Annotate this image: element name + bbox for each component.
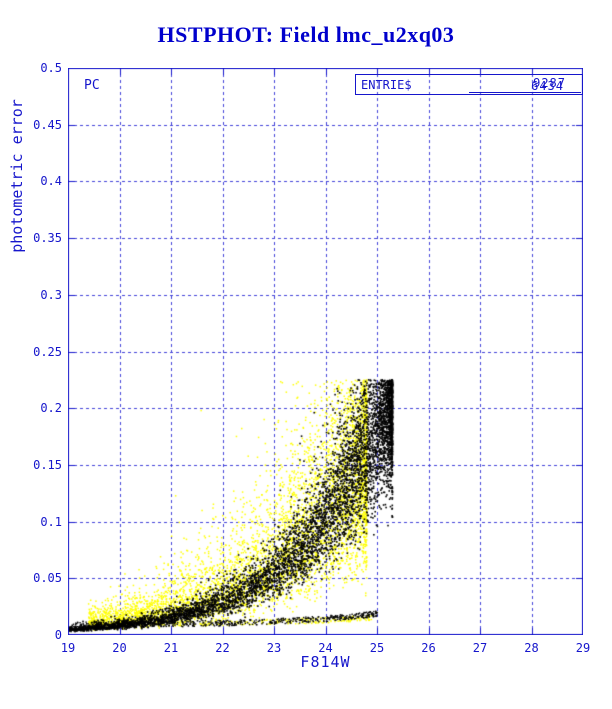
x-tick-label: 23 xyxy=(266,641,282,655)
page-title: HSTPHOT: Field lmc_u2xq03 xyxy=(157,22,455,47)
y-tick-label: 0.3 xyxy=(40,287,62,302)
scatter-plot-canvas xyxy=(68,68,583,635)
y-tick-label: 0.5 xyxy=(40,61,62,75)
entries-value-primary: 9287 xyxy=(533,76,566,90)
x-axis-label: F814W xyxy=(300,653,351,671)
entries-value-secondary: 6434 xyxy=(531,79,564,93)
x-tick-label: 26 xyxy=(421,641,436,655)
y-tick-label: 0.1 xyxy=(40,514,62,529)
entries-box: ENTRIE$ 9287 6434 xyxy=(355,74,583,95)
y-tick-label: 0.45 xyxy=(33,117,62,132)
y-tick-label: 0.25 xyxy=(33,344,62,359)
camera-chip-label: PC xyxy=(84,78,100,93)
x-tick-label: 28 xyxy=(524,641,539,655)
x-tick-label: 27 xyxy=(472,641,488,655)
y-tick-label: 0.15 xyxy=(33,457,62,472)
entries-values: 9287 6434 xyxy=(462,75,582,94)
x-tick-label: 22 xyxy=(215,641,230,655)
x-tick-label: 24 xyxy=(318,641,333,655)
entries-label: ENTRIE$ xyxy=(361,78,412,92)
y-axis-label: photometric error xyxy=(8,99,26,253)
x-tick-label: 21 xyxy=(163,641,179,655)
x-tick-label: 25 xyxy=(369,641,385,655)
y-tick-label: 0.35 xyxy=(33,231,62,246)
y-tick-label: 0 xyxy=(54,628,62,642)
entries-underline xyxy=(469,92,581,93)
x-tick-label: 19 xyxy=(60,641,76,655)
y-tick-label: 0.4 xyxy=(40,174,62,189)
x-tick-label: 20 xyxy=(112,641,127,655)
y-tick-label: 0.2 xyxy=(40,401,62,416)
x-tick-label: 29 xyxy=(575,641,591,655)
y-tick-label: 0.05 xyxy=(33,571,62,586)
